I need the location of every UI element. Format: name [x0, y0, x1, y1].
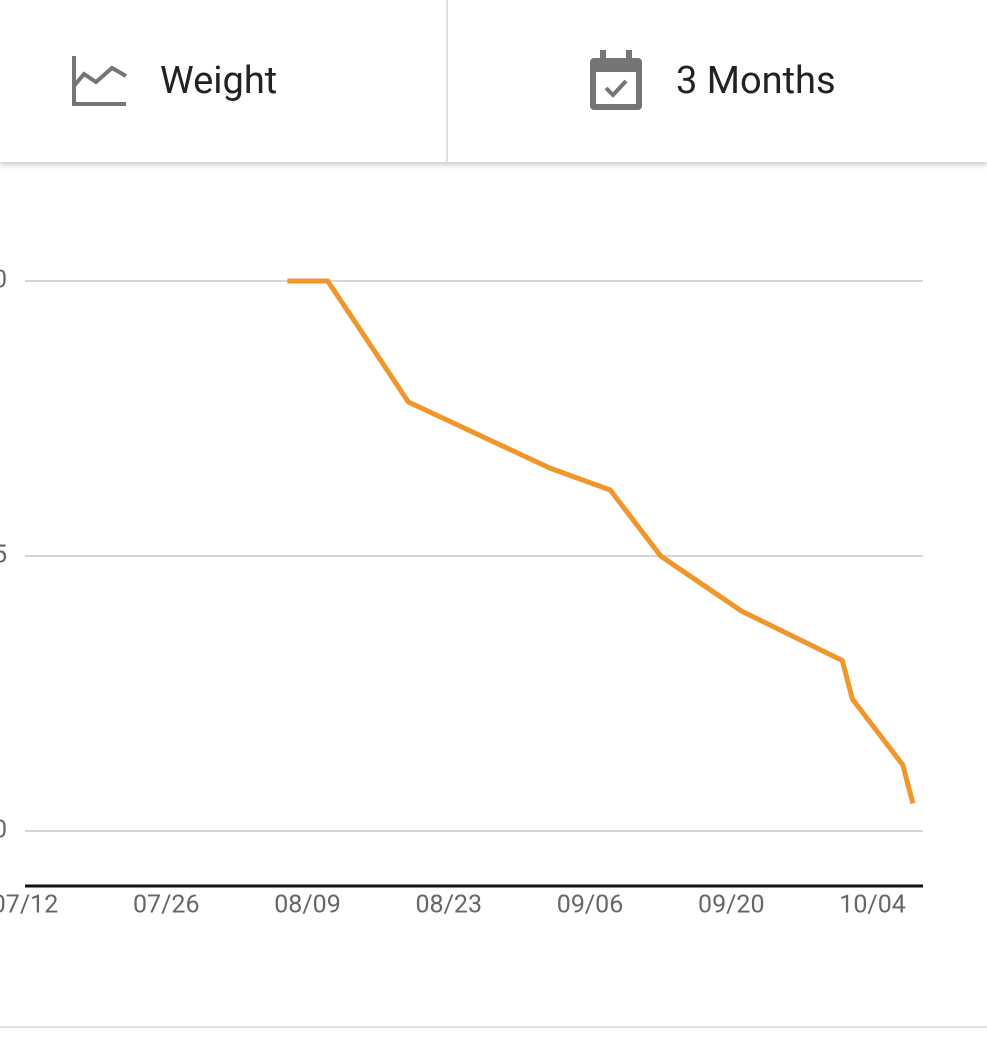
bottom-line — [0, 1026, 987, 1028]
metric-tab[interactable]: Weight — [70, 0, 277, 162]
chart-icon — [72, 56, 127, 106]
x-tick-label: 10/04 — [839, 891, 906, 920]
x-tick-label: 07/12 — [0, 891, 58, 920]
x-tick-label: 09/06 — [557, 891, 624, 920]
header: Weight 3 Months — [0, 0, 987, 162]
x-tick-label: 08/23 — [416, 891, 483, 920]
y-tick-label: 170 — [0, 816, 7, 845]
x-tick-label: 07/26 — [133, 891, 200, 920]
y-tick-label: 180 — [0, 266, 7, 295]
range-tab[interactable]: 3 Months — [588, 0, 836, 162]
x-tick-label: 08/09 — [274, 891, 341, 920]
divider — [446, 0, 448, 162]
line — [287, 278, 916, 805]
metric-label: Weight — [160, 59, 278, 103]
calendar-icon — [590, 50, 642, 110]
x-tick-label: 09/20 — [698, 891, 765, 920]
range-label: 3 Months — [676, 59, 836, 103]
y-tick-label: 175 — [0, 541, 7, 570]
